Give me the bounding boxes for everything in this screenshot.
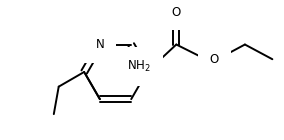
Text: NH$_2$: NH$_2$	[127, 59, 151, 74]
Text: O: O	[172, 6, 181, 19]
Text: O: O	[210, 53, 219, 66]
Text: N: N	[95, 38, 104, 51]
